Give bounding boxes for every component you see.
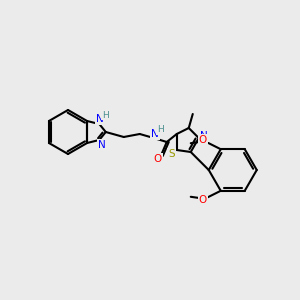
- Text: O: O: [154, 154, 162, 164]
- Text: O: O: [199, 195, 207, 205]
- Text: S: S: [168, 149, 175, 159]
- Text: N: N: [98, 140, 106, 150]
- Text: H: H: [157, 125, 164, 134]
- Text: N: N: [200, 131, 208, 141]
- Text: H: H: [102, 111, 109, 119]
- Text: N: N: [151, 129, 159, 139]
- Text: O: O: [199, 135, 207, 145]
- Text: N: N: [97, 114, 104, 124]
